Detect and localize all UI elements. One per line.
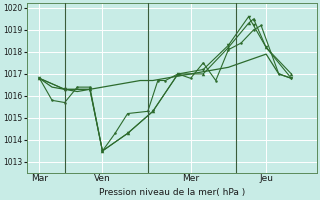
X-axis label: Pression niveau de la mer( hPa ): Pression niveau de la mer( hPa ) <box>99 188 245 197</box>
